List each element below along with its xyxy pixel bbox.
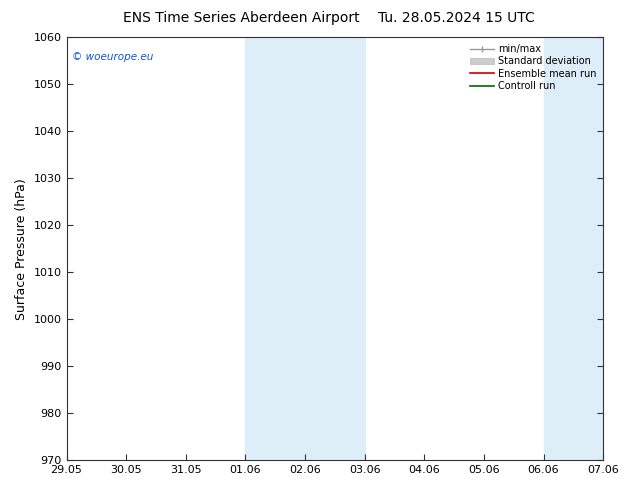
- Text: © woeurope.eu: © woeurope.eu: [72, 52, 153, 62]
- Text: ENS Time Series Aberdeen Airport: ENS Time Series Aberdeen Airport: [122, 11, 359, 25]
- Y-axis label: Surface Pressure (hPa): Surface Pressure (hPa): [15, 178, 28, 319]
- Bar: [543, 37, 603, 460]
- Legend: min/max, Standard deviation, Ensemble mean run, Controll run: min/max, Standard deviation, Ensemble me…: [468, 42, 598, 93]
- Text: Tu. 28.05.2024 15 UTC: Tu. 28.05.2024 15 UTC: [378, 11, 535, 25]
- Bar: [245, 37, 365, 460]
